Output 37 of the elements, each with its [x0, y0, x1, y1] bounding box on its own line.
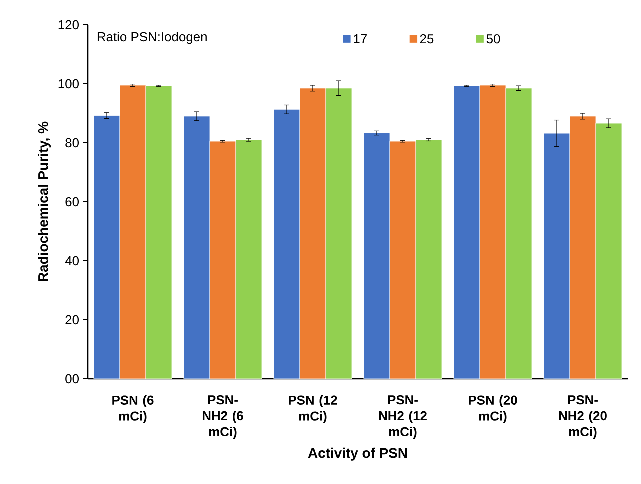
x-tick-label: PSN (6 mCi) — [112, 395, 154, 424]
bar — [210, 141, 236, 379]
bar — [274, 109, 300, 379]
legend-label: 17 — [354, 34, 367, 44]
bar — [544, 133, 570, 379]
bar — [364, 133, 390, 379]
x-tick-label: PSN (20 mCi) — [469, 395, 518, 424]
y-tick-label: 100 — [58, 79, 79, 89]
bar — [300, 88, 326, 379]
x-tick-label: PSN (12 mCi) — [289, 395, 338, 424]
bar — [390, 141, 416, 379]
y-tick-label: 20 — [66, 315, 79, 325]
bar — [326, 88, 352, 379]
legend-label: 25 — [420, 34, 434, 44]
bar — [570, 116, 596, 379]
bar — [94, 116, 120, 379]
bar — [416, 140, 442, 379]
bar — [120, 85, 146, 379]
bar — [184, 116, 210, 379]
y-tick-label: 40 — [65, 256, 79, 266]
bar — [146, 86, 172, 379]
bar — [596, 123, 622, 379]
x-axis-title: Activity of PSN — [308, 448, 408, 461]
bar — [480, 85, 506, 379]
bar — [236, 140, 262, 379]
y-tick-label: 00 — [66, 374, 79, 384]
legend-title: Ratio PSN:Iodogen — [98, 32, 207, 44]
x-tick-label: PSN-NH2 (6 mCi) — [202, 395, 244, 440]
bar — [454, 86, 480, 379]
x-tick-label: PSN-NH2 (20 mCi) — [559, 395, 607, 440]
y-tick-label: 80 — [66, 138, 79, 148]
bar — [506, 88, 532, 379]
y-tick-label: 60 — [66, 197, 79, 207]
x-tick-label: PSN-NH2 (12 mCi) — [379, 395, 427, 440]
y-axis-title: Radiochemical Purity, % — [38, 122, 52, 282]
legend-label: 50 — [486, 34, 500, 44]
y-tick-label: 120 — [58, 20, 79, 30]
